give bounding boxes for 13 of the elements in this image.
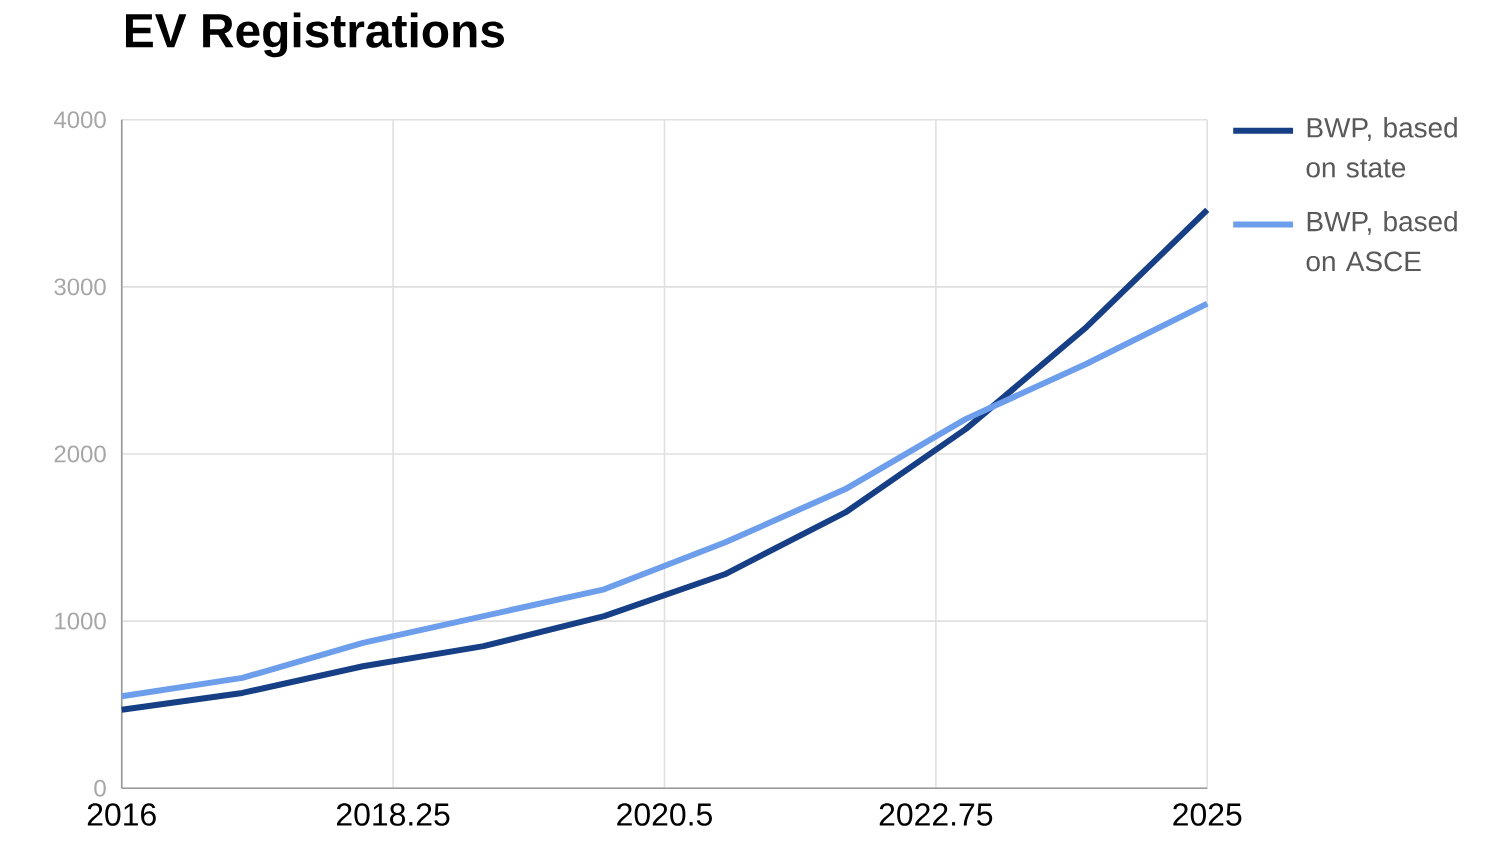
y-tick-label: 2000 (54, 445, 106, 463)
chart-title: EV Registrations (125, 12, 504, 58)
x-tick-label: 2016 (87, 803, 156, 826)
x-tick-label: 2022.75 (879, 803, 993, 826)
x-tick-label: 2018.25 (337, 803, 450, 826)
y-tick-label: 4000 (53, 111, 106, 129)
legend-label: BWP, based on ASCE (1306, 210, 1457, 272)
y-tick-label: 1000 (55, 612, 106, 630)
y-tick-label: 3000 (54, 278, 106, 296)
x-tick-label: 2025 (1173, 803, 1242, 826)
x-tick-label: 2020.5 (617, 803, 712, 826)
y-tick-label: 0 (94, 779, 106, 797)
legend-label: BWP, based on state (1306, 117, 1457, 178)
